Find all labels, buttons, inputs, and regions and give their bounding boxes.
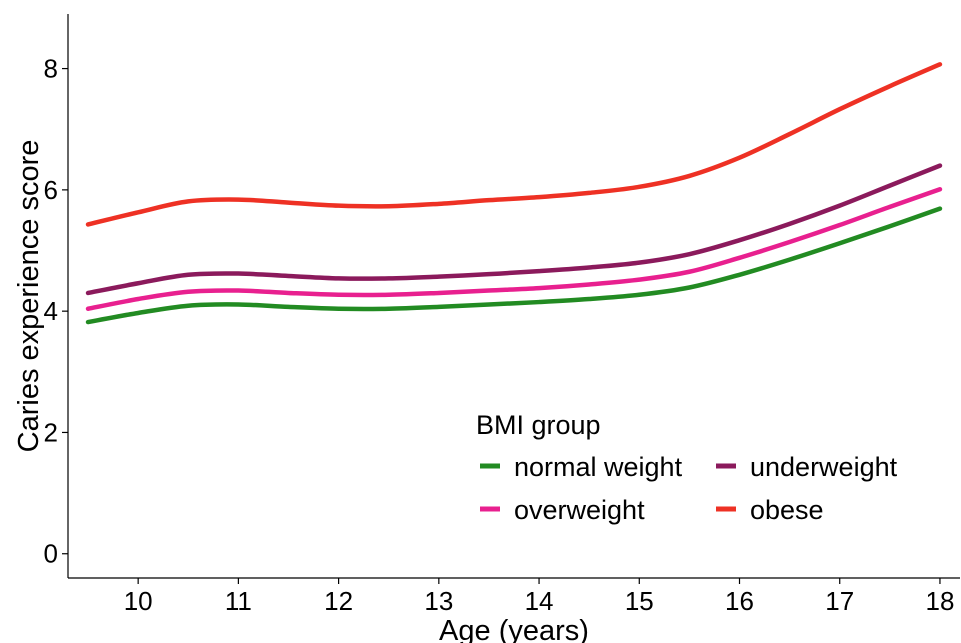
x-tick-label: 17 [825,586,854,616]
series-lines [85,62,943,325]
x-tick-label: 13 [424,586,453,616]
legend-label-overweight: overweight [514,495,645,525]
y-tick-label: 8 [44,54,58,84]
x-tick-label: 10 [124,586,153,616]
legend-title: BMI group [476,410,601,440]
series-line-underweight [85,163,943,296]
x-tick-label: 12 [324,586,353,616]
y-tick-label: 0 [44,539,58,569]
y-axis-ticks: 0 2 4 6 8 [44,54,68,569]
y-tick-label: 2 [44,417,58,447]
y-tick-label: 6 [44,175,58,205]
x-axis-title: Age (years) [439,615,589,643]
legend-label-underweight: underweight [750,452,898,482]
x-tick-label: 11 [225,586,252,616]
series-line-obese [85,62,943,227]
x-tick-label: 14 [525,586,554,616]
series-line-normal-weight [85,206,943,325]
legend-label-normal-weight: normal weight [514,452,683,482]
legend-label-obese: obese [750,495,824,525]
x-axis-ticks: 10 11 12 13 14 15 16 17 18 [124,578,954,616]
x-tick-label: 15 [625,586,654,616]
x-tick-label: 18 [925,586,954,616]
series-line-overweight [85,187,943,311]
y-axis-title: Caries experience score [13,140,45,453]
legend: BMI group normal weight underweight overwe… [476,410,898,525]
axes [67,14,960,579]
y-tick-label: 4 [44,296,58,326]
x-tick-label: 16 [725,586,754,616]
